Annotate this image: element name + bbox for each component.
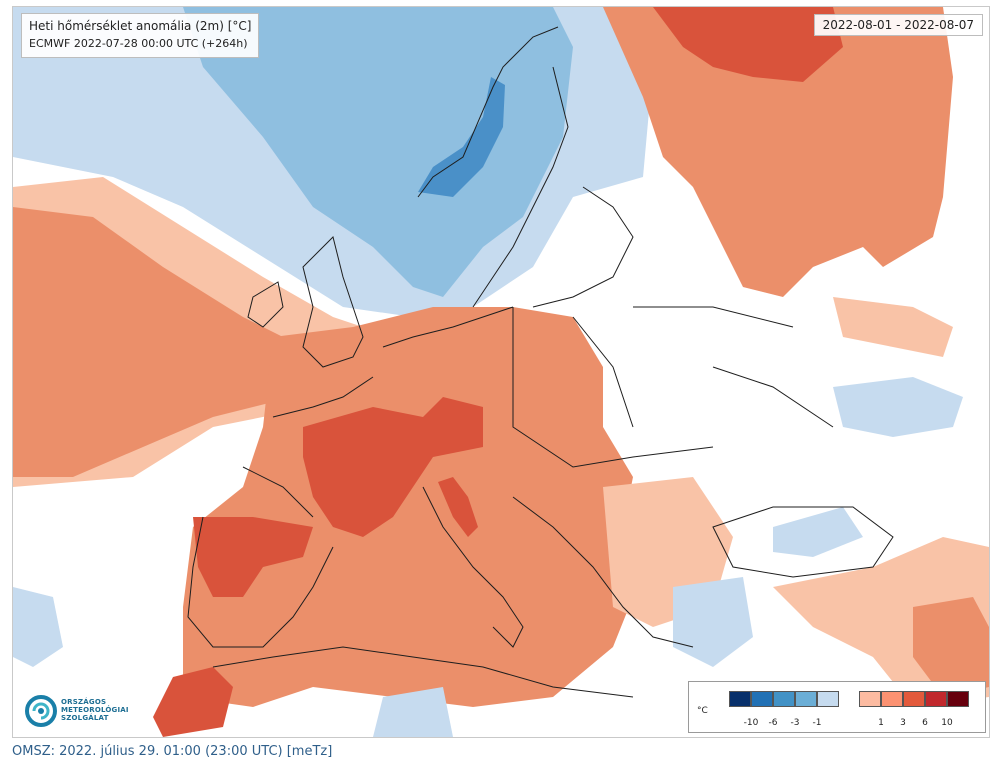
legend-swatch-warm (925, 691, 947, 707)
legend-tick: 3 (900, 718, 906, 728)
source-caption: OMSZ: 2022. július 29. 01:00 (23:00 UTC)… (12, 744, 333, 759)
legend-tick: 10 (941, 718, 953, 728)
legend-tick: -1 (812, 718, 822, 728)
cool-anomaly-norway (418, 77, 505, 197)
coast-scandinavia (417, 26, 569, 308)
map-canvas (13, 7, 989, 737)
legend-swatch-cold (751, 691, 773, 707)
swirl-logo-icon (25, 695, 57, 727)
warm-anomaly-north-africa (153, 667, 233, 737)
coast-balkans (512, 496, 694, 648)
cool-anomaly-black-sea (773, 507, 863, 557)
legend-tick: 1 (878, 718, 884, 728)
legend-swatch-cold (795, 691, 817, 707)
date-range-label: 2022-08-01 - 2022-08-07 (813, 14, 983, 36)
legend-swatch-cold (773, 691, 795, 707)
warm-anomaly-atlantic-core (13, 207, 303, 477)
coast-british-isles (247, 236, 364, 368)
warm-anomaly-iberia (193, 517, 313, 597)
legend-tick: -10 (743, 718, 759, 728)
warm-anomaly-russia-core (653, 7, 843, 82)
warm-anomaly-france (303, 397, 483, 537)
logo-text: ORSZÁGOS METEOROLÓGIAI SZOLGÁLAT (61, 698, 129, 722)
warm-anomaly-russia (603, 7, 953, 297)
cool-anomaly-atlantic-south (13, 587, 63, 667)
legend-swatch-warm (903, 691, 925, 707)
coast-iberia (187, 516, 334, 648)
color-legend: °C -10 -6 -3 -1 1 3 6 10 (688, 681, 986, 733)
cool-anomaly-ukraine (833, 377, 963, 437)
warm-anomaly-italy (438, 477, 478, 537)
legend-unit: °C (697, 706, 708, 716)
model-run-label: ECMWF 2022-07-28 00:00 UTC (+264h) (29, 37, 248, 50)
omsz-logo: ORSZÁGOS METEOROLÓGIAI SZOLGÁLAT (19, 691, 137, 731)
cool-anomaly-africa (373, 687, 453, 737)
logo-line: METEOROLÓGIAI (61, 706, 129, 714)
map-title: Heti hőmérséklet anomália (2m) [°C] (29, 19, 252, 33)
map-title-box: Heti hőmérséklet anomália (2m) [°C] ECMW… (21, 13, 260, 58)
warm-anomaly-central-europe (183, 307, 633, 707)
legend-tick: -3 (790, 718, 800, 728)
coast-western-europe (242, 306, 514, 518)
legend-swatch-cold (817, 691, 839, 707)
coast-italy (422, 486, 524, 648)
warm-anomaly-east (833, 297, 953, 357)
anomaly-map: Heti hőmérséklet anomália (2m) [°C] ECMW… (12, 6, 990, 738)
legend-swatch-cold (729, 691, 751, 707)
legend-swatch-warm (859, 691, 881, 707)
logo-line: ORSZÁGOS (61, 698, 107, 706)
legend-swatch-warm (947, 691, 969, 707)
border-lines (512, 306, 834, 468)
legend-swatch-warm (881, 691, 903, 707)
logo-line: SZOLGÁLAT (61, 714, 109, 722)
cool-anomaly-scandinavia (183, 7, 573, 297)
warm-anomaly-turkey-core (913, 597, 989, 697)
coast-baltic (532, 186, 634, 308)
cool-anomaly-aegean (673, 577, 753, 667)
coast-black-sea (712, 506, 894, 578)
coastlines (187, 26, 894, 698)
coast-north-africa (212, 646, 634, 698)
legend-tick: -6 (768, 718, 778, 728)
legend-tick: 6 (922, 718, 928, 728)
